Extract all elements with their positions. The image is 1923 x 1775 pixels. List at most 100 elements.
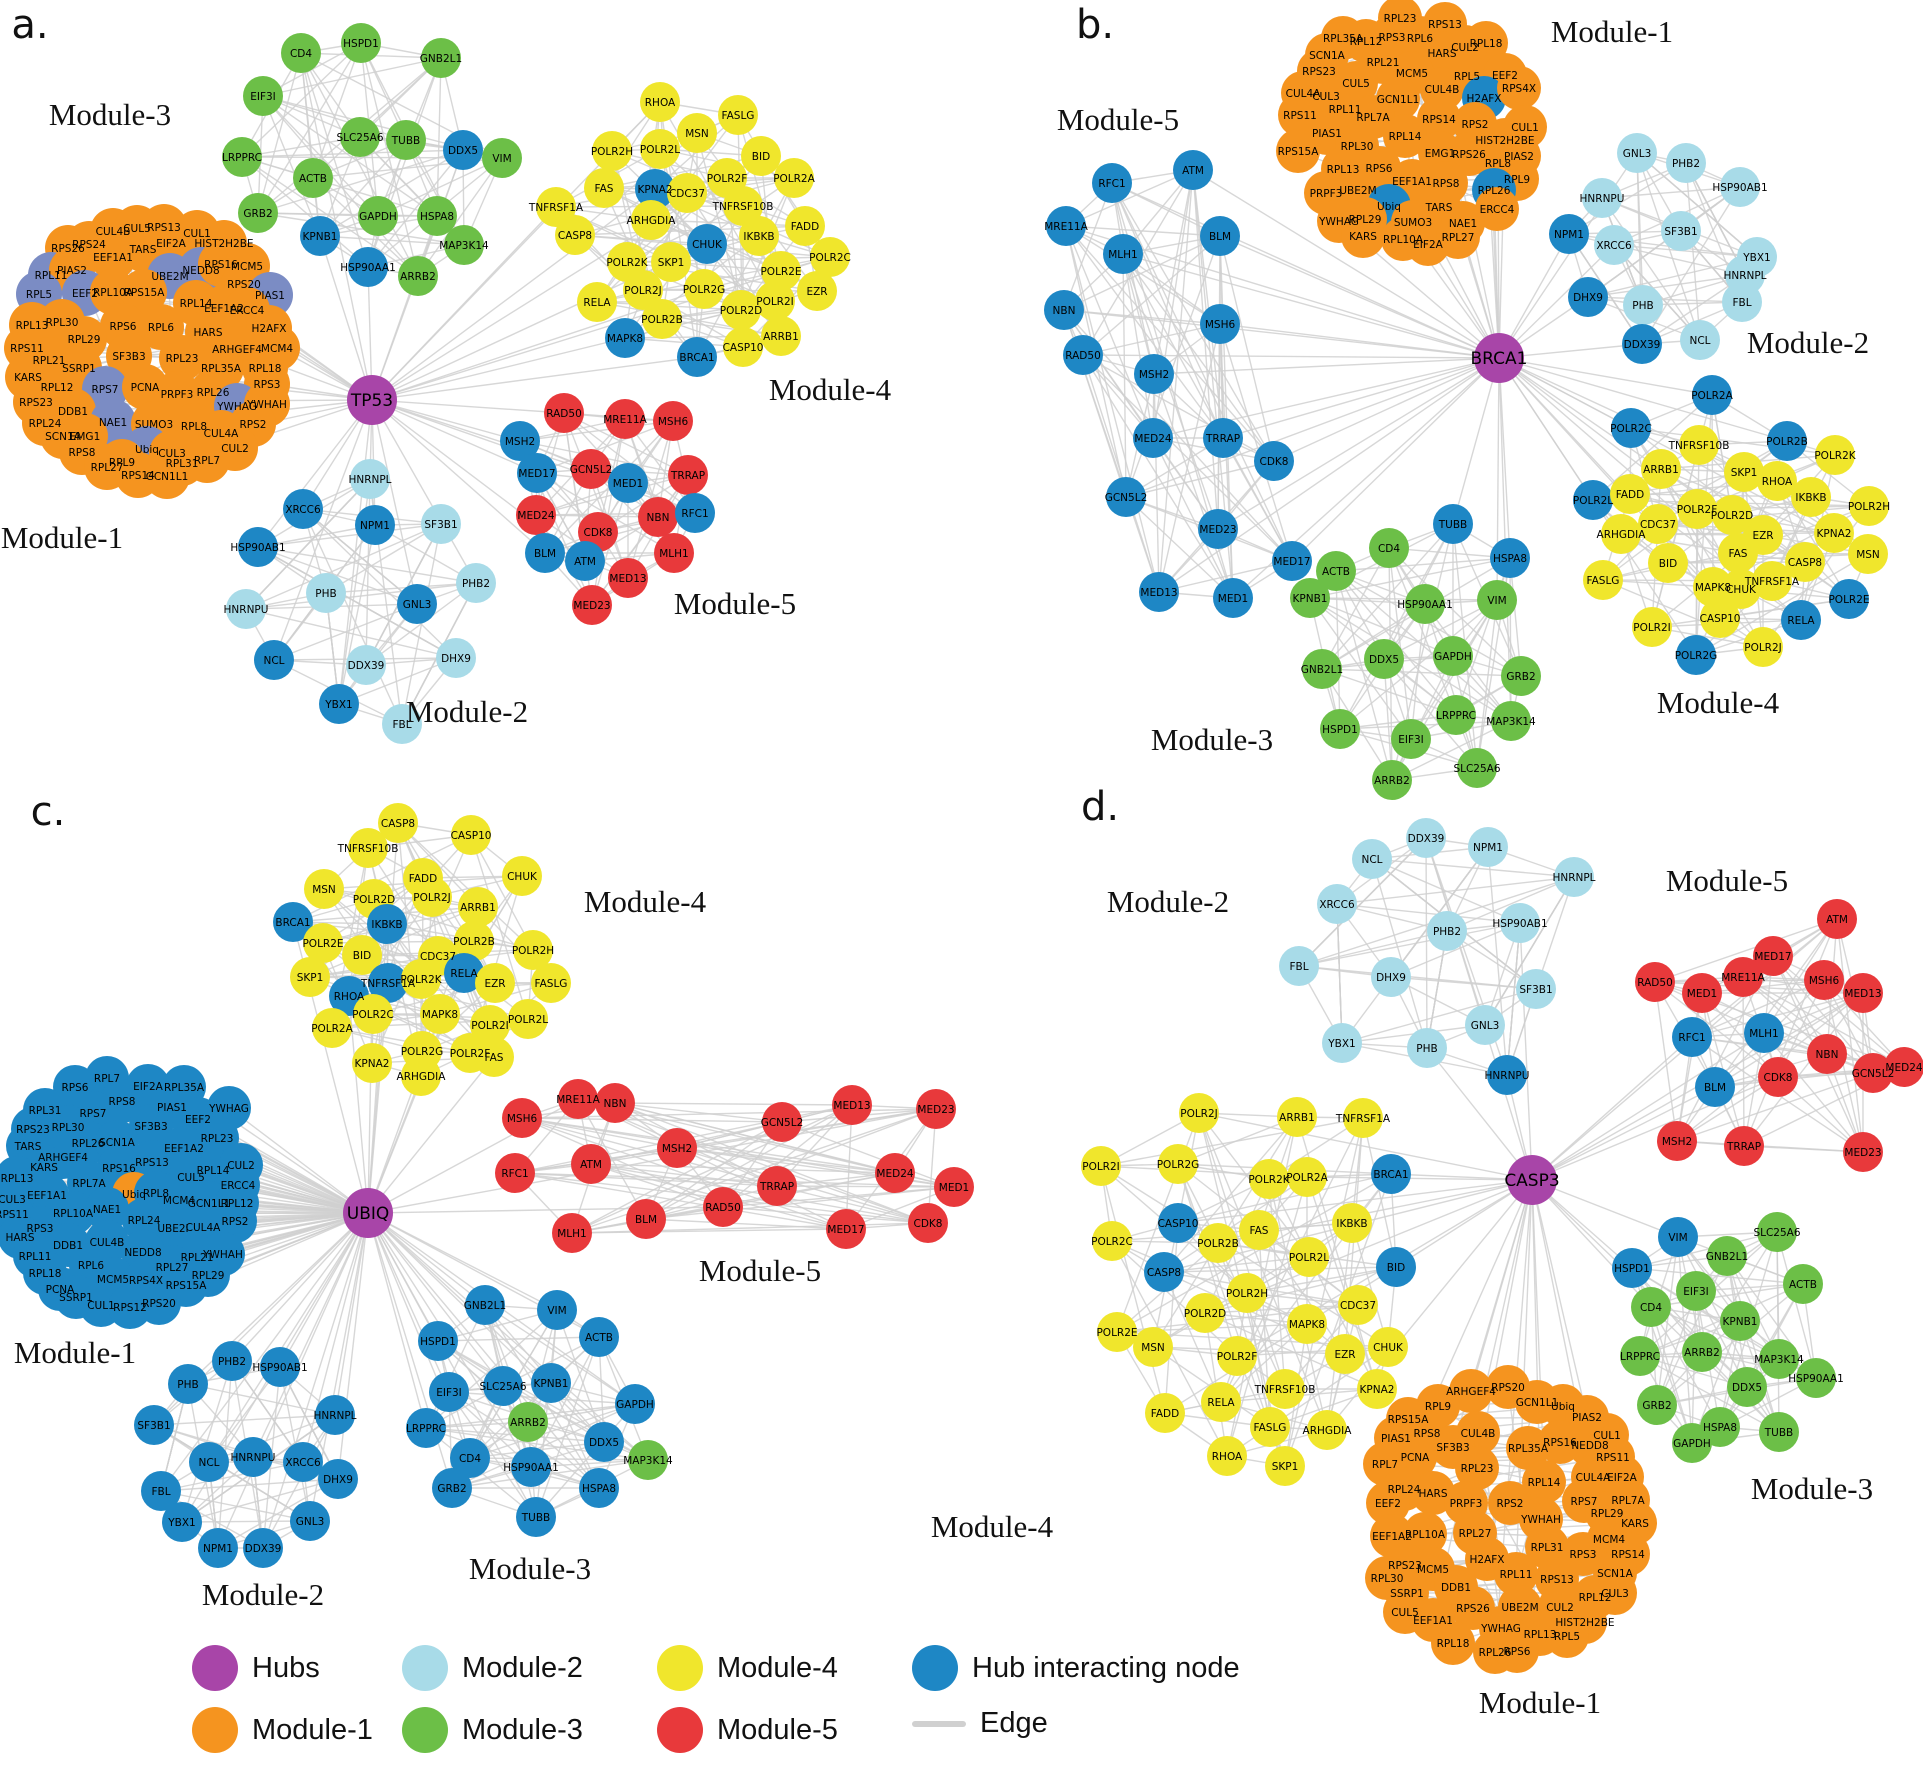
node-DDX39	[243, 1528, 283, 1568]
module3-color-swatch	[402, 1707, 448, 1753]
node-label-RPL14: RPL14	[180, 298, 213, 310]
node-label-POLR2A: POLR2A	[1286, 1172, 1328, 1184]
node-label-GCN1L1: GCN1L1	[1377, 94, 1420, 106]
node-label-FADD: FADD	[791, 221, 819, 233]
node-label-MSN: MSN	[1856, 549, 1880, 561]
node-POLR2E	[303, 923, 343, 963]
node-BLM	[626, 1199, 666, 1239]
node-label-SF3B3: SF3B3	[134, 1121, 167, 1133]
legend-label: Module-5	[717, 1713, 838, 1746]
node-label-POLR2L: POLR2L	[508, 1014, 548, 1026]
node-label-PIAS1: PIAS1	[1381, 1433, 1411, 1445]
caption-b-b: b.	[1076, 2, 1114, 48]
node-label-RPS7: RPS7	[92, 384, 119, 396]
node-label-MSH6: MSH6	[658, 416, 689, 428]
node-label-RPL5: RPL5	[1454, 71, 1480, 83]
node-label-CASP8: CASP8	[558, 230, 592, 242]
node-RHOA	[1757, 461, 1797, 501]
caption-b-Module5: Module-5	[1057, 102, 1179, 137]
node-label-CD4: CD4	[459, 1453, 481, 1465]
node-label-TARS: TARS	[14, 1141, 42, 1153]
node-label-POLR2B: POLR2B	[453, 936, 495, 948]
node-label-ARHGDIA: ARHGDIA	[397, 1071, 447, 1083]
node-label-RPL35A: RPL35A	[201, 363, 242, 375]
node-label-EZR: EZR	[1752, 530, 1773, 542]
node-label-ERCC4: ERCC4	[221, 1180, 256, 1192]
node-label-SF3B3: SF3B3	[112, 351, 145, 363]
node-CASP10	[1700, 598, 1740, 638]
node-DDX5	[1364, 639, 1404, 679]
node-HSPD1	[341, 23, 381, 63]
node-TUBB	[516, 1497, 556, 1537]
node-label-IKBKB: IKBKB	[743, 231, 774, 243]
node-POLR2G	[1158, 1144, 1198, 1184]
node-POLR2B	[642, 299, 682, 339]
node-BID	[1648, 543, 1688, 583]
node-MSH2	[500, 421, 540, 461]
node-label-CUL4B: CUL4B	[1461, 1428, 1496, 1440]
node-label-HIST2H2BE: HIST2H2BE	[1555, 1617, 1614, 1629]
node-label-YWHAH: YWHAH	[246, 399, 287, 411]
node-CHUK	[687, 224, 727, 264]
node-MED24	[516, 495, 556, 535]
node-label-UBE2I: UBE2I	[157, 1223, 188, 1235]
node-MSH6	[502, 1098, 542, 1138]
node-label-NAE1: NAE1	[1449, 218, 1477, 230]
node-label-SCN1A: SCN1A	[99, 1137, 136, 1149]
node-label-MSN: MSN	[685, 128, 709, 140]
node-label-RPS2: RPS2	[1497, 1498, 1524, 1510]
node-label-MCM5: MCM5	[97, 1274, 129, 1286]
node-POLR2F	[1217, 1336, 1257, 1376]
node-label-HSPA8: HSPA8	[420, 211, 454, 223]
module2-color-swatch	[402, 1645, 448, 1691]
node-label-DDX39: DDX39	[1408, 833, 1445, 845]
node-TNFRSF10B	[1679, 425, 1719, 465]
node-label-PHB2: PHB2	[462, 578, 490, 590]
node-label-IKBKB: IKBKB	[371, 919, 402, 931]
node-label-MED17: MED17	[1754, 951, 1791, 963]
node-GCN5L2	[1853, 1053, 1893, 1093]
node-label-HSPD1: HSPD1	[1322, 724, 1358, 736]
node-label-CASP8: CASP8	[1147, 1267, 1181, 1279]
node-GRB2	[1501, 656, 1541, 696]
module4-color-swatch	[657, 1645, 703, 1691]
node-BID	[342, 935, 382, 975]
node-label-CUL5: CUL5	[1342, 78, 1370, 90]
node-label-RPL30: RPL30	[52, 1122, 85, 1134]
node-CASP8	[555, 215, 595, 255]
node-label-EEF1A2: EEF1A2	[1372, 1531, 1412, 1543]
node-label-GNL3: GNL3	[403, 599, 432, 611]
node-label-EEF2: EEF2	[72, 288, 98, 300]
caption-c-Module3: Module-3	[469, 1551, 591, 1586]
node-label-RPS11: RPS11	[10, 343, 44, 355]
caption-d-Module4: Module-4	[931, 1509, 1054, 1544]
node-label-RPS6: RPS6	[1504, 1646, 1531, 1658]
node-label-KPNB1: KPNB1	[1293, 593, 1328, 605]
node-label-CUL4A: CUL4A	[204, 428, 240, 440]
node-MED24	[875, 1153, 915, 1193]
node-SKP1	[1265, 1446, 1305, 1486]
node-label-POLR2H: POLR2H	[591, 146, 633, 158]
caption-c-Module2: Module-2	[202, 1577, 324, 1612]
node-label-SF3B3: SF3B3	[1436, 1442, 1469, 1454]
legend-item-module4: Module-4	[657, 1645, 838, 1691]
node-label-PHB: PHB	[1416, 1043, 1437, 1055]
node-label-POLR2I: POLR2I	[1082, 1161, 1120, 1173]
node-RPL23	[159, 335, 205, 381]
node-label-MCM5: MCM5	[1396, 68, 1428, 80]
node-POLR2C	[1092, 1221, 1132, 1261]
node-label-FAS: FAS	[485, 1052, 504, 1064]
node-label-TARS: TARS	[129, 244, 157, 256]
node-label-GNB2L1: GNB2L1	[1706, 1251, 1748, 1263]
node-label-CUL2: CUL2	[221, 443, 249, 455]
node-XRCC6	[1594, 225, 1634, 265]
node-label-TRRAP: TRRAP	[670, 470, 705, 482]
node-label-CDC37: CDC37	[420, 951, 456, 963]
node-label-GAPDH: GAPDH	[359, 211, 397, 223]
node-label-CUL2: CUL2	[1546, 1602, 1574, 1614]
node-label-CASP8: CASP8	[381, 818, 415, 830]
edge-swatch	[912, 1720, 966, 1727]
node-label-ACTB: ACTB	[585, 1332, 613, 1344]
node-label-HSP90AA1: HSP90AA1	[1788, 1373, 1844, 1385]
node-label-EIF2A: EIF2A	[1607, 1472, 1637, 1484]
